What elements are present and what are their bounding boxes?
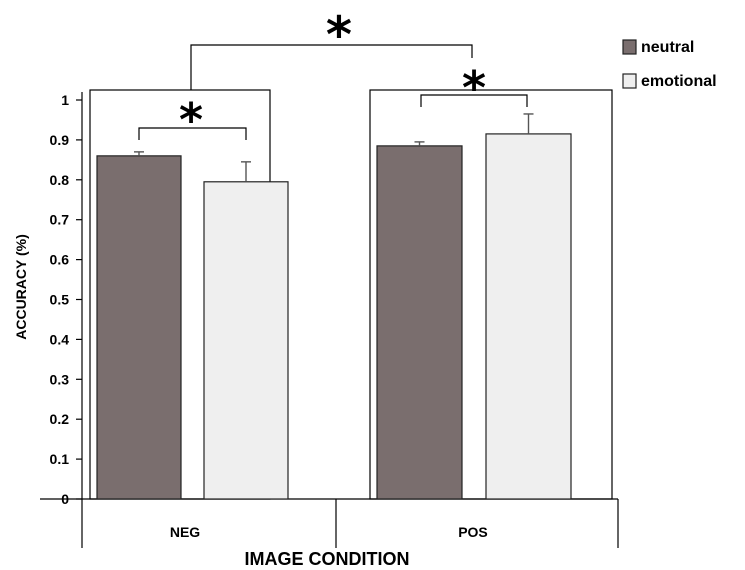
y-tick-label: 0.2 [50, 411, 70, 427]
bracket-between-conditions [190, 44, 473, 90]
bracket-pos [420, 94, 528, 107]
bar-emotional-neg [203, 181, 289, 500]
bar-neutral-neg [96, 155, 182, 500]
significance-star-pos: * [462, 61, 486, 115]
y-tick-label: 1 [61, 92, 69, 108]
y-tick-label: 0.3 [50, 371, 70, 387]
legend-swatch-emotional [622, 73, 637, 89]
significance-star-between: * [326, 6, 352, 64]
bars [89, 89, 613, 500]
significance-star-neg: * [179, 93, 203, 147]
legend-label-neutral: neutral [641, 39, 694, 56]
x-categories: NEG POS [170, 524, 488, 540]
x-category-label-neg: NEG [170, 524, 200, 540]
legend: neutral emotional [622, 39, 717, 90]
significance-brackets: * * * [138, 6, 528, 147]
bracket-neg [138, 127, 247, 140]
y-tick-label: 0.4 [50, 331, 70, 347]
bar-emotional-pos [485, 133, 572, 500]
legend-swatch-neutral [622, 39, 637, 55]
x-category-label-pos: POS [458, 524, 488, 540]
x-axis-title: IMAGE CONDITION [245, 549, 410, 569]
y-ticks: 0 0.1 0.2 0.3 0.4 0.5 0.6 0.7 0.8 0.9 1 [50, 92, 82, 507]
y-tick-label: 0.9 [50, 132, 70, 148]
bar-neutral-pos [376, 145, 463, 500]
y-tick-label: 0 [61, 491, 69, 507]
y-tick-label: 0.5 [50, 292, 70, 308]
y-tick-label: 0.8 [50, 172, 70, 188]
y-tick-label: 0.7 [50, 212, 70, 228]
y-tick-label: 0.1 [50, 451, 70, 467]
y-tick-label: 0.6 [50, 252, 70, 268]
legend-label-emotional: emotional [641, 73, 717, 90]
y-axis-title: ACCURACY (%) [13, 234, 29, 340]
